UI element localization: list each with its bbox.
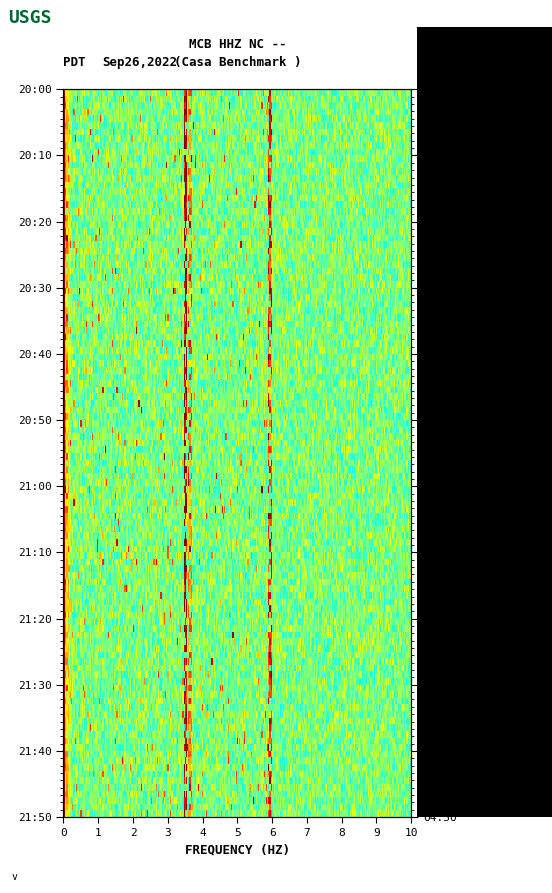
Text: USGS: USGS	[8, 9, 51, 27]
Text: v: v	[11, 872, 17, 881]
Text: MCB HHZ NC --: MCB HHZ NC --	[189, 38, 286, 51]
Text: PDT: PDT	[63, 56, 86, 69]
Text: Sep26,2022: Sep26,2022	[102, 56, 177, 69]
X-axis label: FREQUENCY (HZ): FREQUENCY (HZ)	[185, 843, 290, 856]
Text: UTC: UTC	[417, 56, 439, 69]
Text: (Casa Benchmark ): (Casa Benchmark )	[174, 56, 301, 69]
